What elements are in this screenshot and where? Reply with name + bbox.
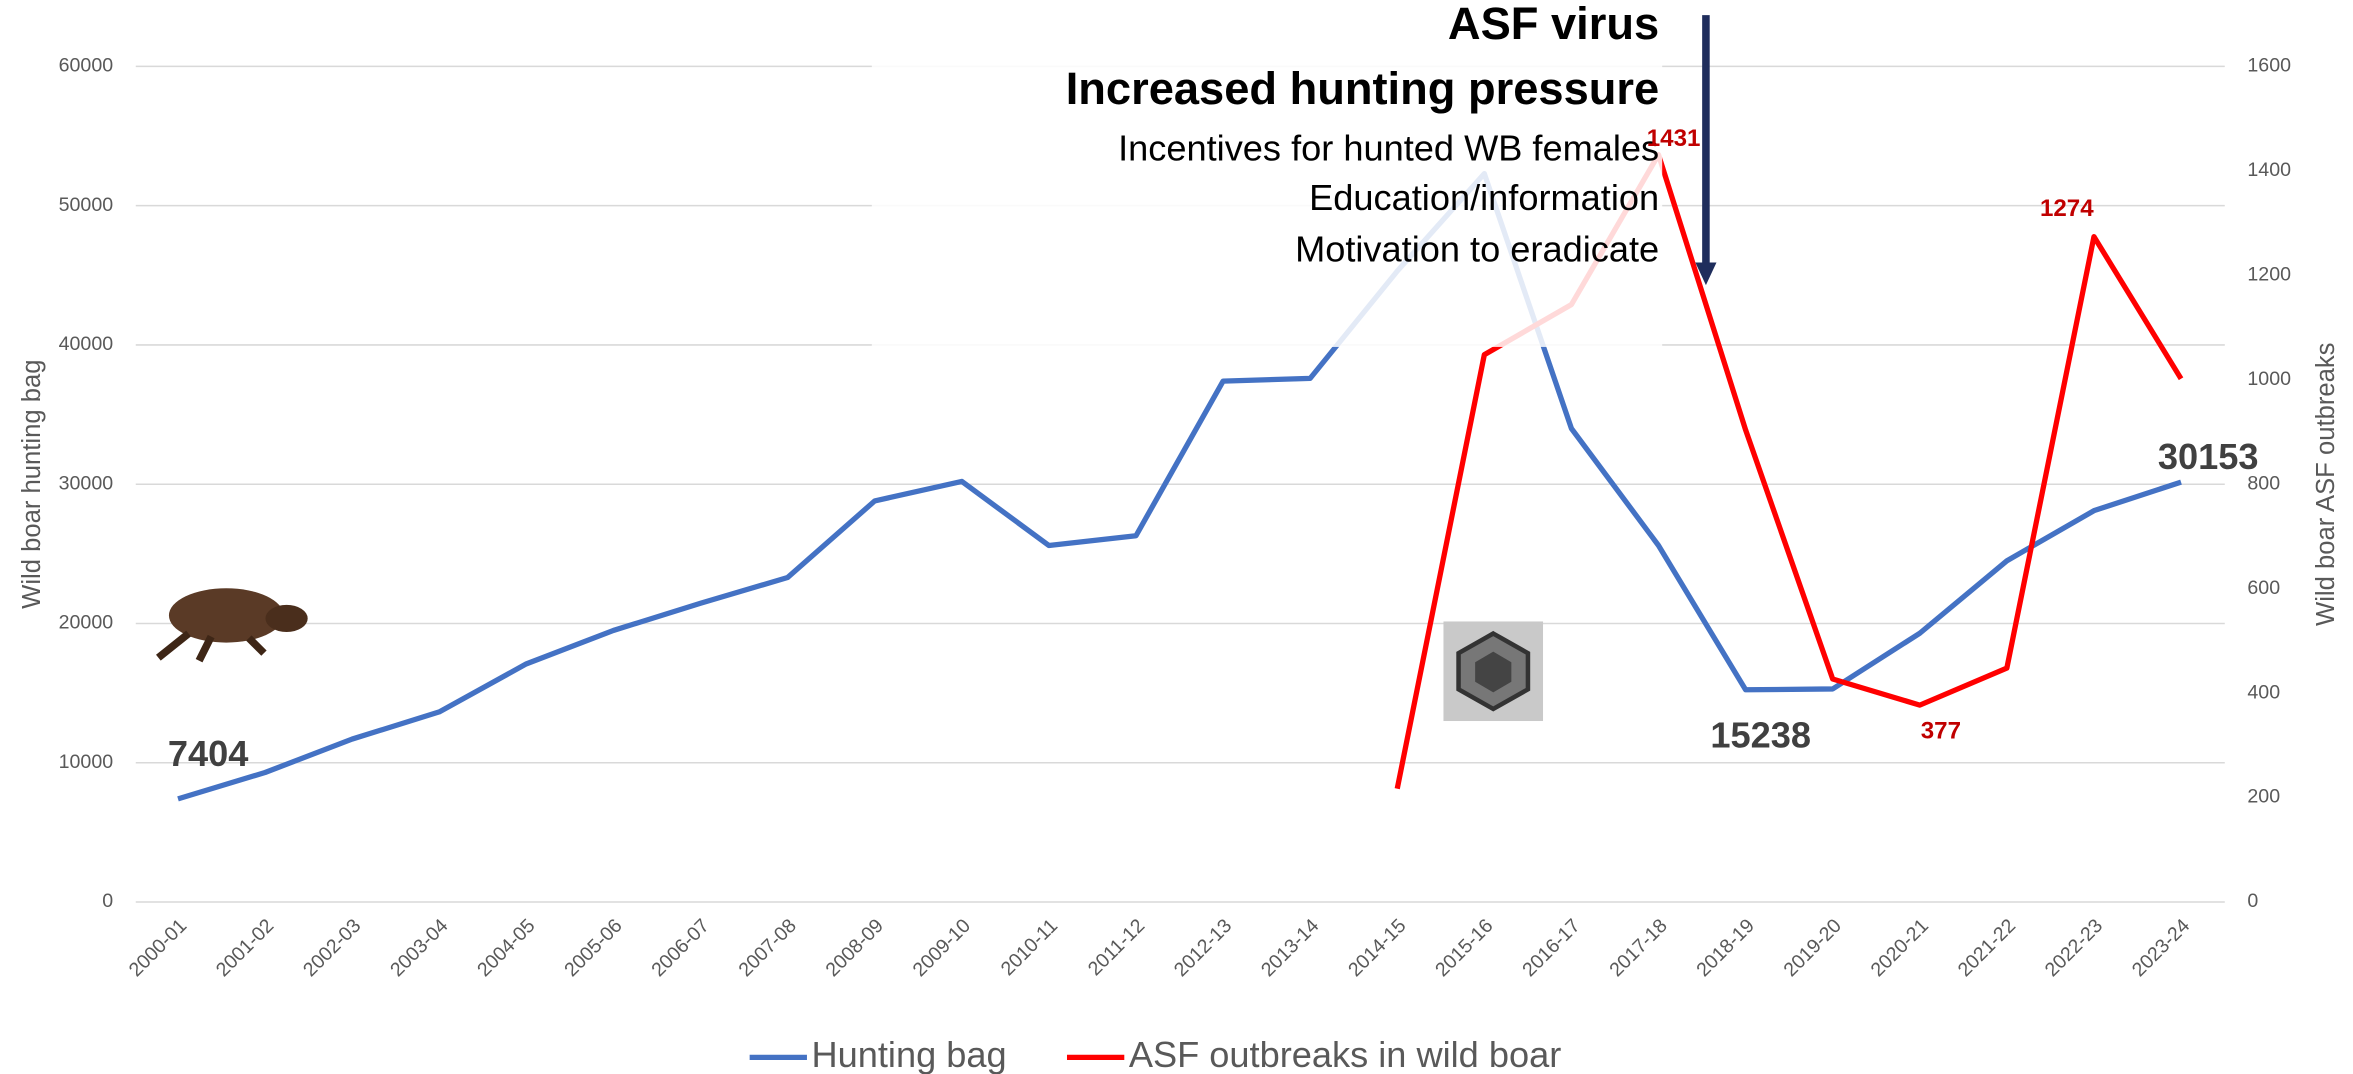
y-tick-label: 30000	[59, 472, 114, 494]
y2-tick-label: 1200	[2247, 263, 2291, 285]
legend-label: ASF outbreaks in wild boar	[1129, 1034, 1561, 1074]
x-tick-label: 2009-10	[909, 915, 975, 981]
legend-label: Hunting bag	[811, 1034, 1006, 1074]
y-tick-label: 20000	[59, 612, 114, 634]
y2-tick-label: 600	[2247, 577, 2280, 599]
x-tick-label: 2012-13	[1170, 915, 1236, 981]
x-tick-label: 2004-05	[473, 915, 539, 981]
x-tick-label: 2006-07	[647, 915, 713, 981]
y-tick-label: 60000	[59, 55, 114, 77]
x-tick-label: 2021-22	[1954, 915, 2020, 981]
y-tick-label: 50000	[59, 194, 114, 216]
y2-tick-label: 1000	[2247, 368, 2291, 390]
y-tick-label: 10000	[59, 751, 114, 773]
x-tick-label: 2007-08	[734, 915, 800, 981]
y-tick-label: 0	[102, 890, 113, 912]
x-tick-label: 2005-06	[560, 915, 626, 981]
y2-tick-label: 200	[2247, 786, 2280, 808]
boar-icon	[158, 588, 307, 660]
y2-tick-label: 0	[2247, 890, 2258, 912]
x-tick-label: 2001-02	[212, 915, 278, 981]
annotation: Incentives for hunted WB females	[1118, 127, 1659, 168]
annotation: ASF virus	[1448, 0, 1659, 49]
x-tick-label: 2019-20	[1780, 915, 1846, 981]
x-tick-label: 2016-17	[1518, 915, 1584, 981]
y2-tick-label: 1600	[2247, 55, 2291, 77]
data-label: 7404	[168, 733, 249, 774]
x-tick-label: 2015-16	[1431, 915, 1497, 981]
y2-tick-label: 400	[2247, 681, 2280, 703]
page: {"chart_data":{"type":"line", "y_label":…	[0, 0, 2353, 1074]
x-tick-label: 2017-18	[1605, 915, 1671, 981]
x-tick-label: 2022-23	[2041, 915, 2107, 981]
x-tick-label: 2014-15	[1344, 915, 1410, 981]
annotation: Increased hunting pressure	[1066, 63, 1659, 114]
x-tick-label: 2000-01	[125, 915, 191, 981]
x-tick-label: 2020-21	[1867, 915, 1933, 981]
x-tick-label: 2003-04	[386, 915, 452, 981]
x-tick-label: 2002-03	[299, 915, 365, 981]
y-tick-label: 40000	[59, 333, 114, 355]
x-tick-label: 2011-12	[1084, 915, 1149, 980]
chart: Wild boar hunting bag Wild boar ASF outb…	[0, 0, 2353, 1074]
x-tick-label: 2013-14	[1257, 915, 1323, 981]
data-label: 15238	[1710, 715, 1811, 756]
data-label: 377	[1921, 718, 1961, 745]
y2-axis-title: Wild boar ASF outbreaks	[2312, 342, 2340, 625]
x-tick-label: 2018-19	[1692, 915, 1758, 981]
x-tick-label: 2023-24	[2128, 915, 2194, 981]
annotation: Education/information	[1309, 177, 1659, 218]
y-axis-title: Wild boar hunting bag	[18, 360, 46, 609]
x-tick-label: 2008-09	[822, 915, 888, 981]
data-label: 1431	[1647, 125, 1701, 152]
data-label: 1274	[2040, 195, 2094, 222]
virus-image	[1443, 621, 1543, 721]
legend: Hunting bag ASF outbreaks in wild boar	[750, 1034, 1562, 1074]
x-tick-label: 2010-11	[997, 915, 1062, 980]
annotation: Motivation to eradicate	[1295, 228, 1659, 269]
data-label: 30153	[2158, 436, 2259, 477]
y2-tick-label: 1400	[2247, 159, 2291, 181]
